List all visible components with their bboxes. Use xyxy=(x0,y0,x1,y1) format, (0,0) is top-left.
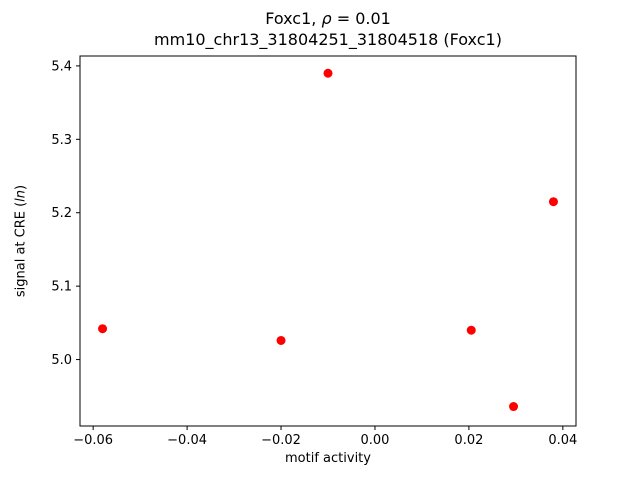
x-tick-label: 0.00 xyxy=(360,433,389,448)
y-tick-label: 5.3 xyxy=(51,133,72,148)
y-tick-label: 5.2 xyxy=(51,206,72,221)
x-axis-label: motif activity xyxy=(285,451,371,466)
title-text-prefix: Foxc1, xyxy=(265,9,322,28)
data-point xyxy=(98,324,108,334)
x-tick-label: 0.02 xyxy=(454,433,483,448)
y-axis-label-prefix: signal at CRE ( xyxy=(13,201,29,298)
y-axis-label: signal at CRE (ln) xyxy=(14,185,29,297)
data-point xyxy=(548,197,558,207)
x-tick-label: −0.04 xyxy=(167,433,207,448)
y-axis-label-italic: ln xyxy=(13,189,29,202)
data-point xyxy=(509,402,519,412)
title-text-suffix: = 0.01 xyxy=(331,9,391,28)
y-tick-label: 5.0 xyxy=(51,353,72,368)
chart-subtitle: mm10_chr13_31804251_31804518 (Foxc1) xyxy=(154,30,502,49)
x-tick-label: 0.04 xyxy=(548,433,577,448)
chart-title-line1: Foxc1, ρ = 0.01 xyxy=(80,8,576,29)
y-tick-label: 5.4 xyxy=(51,59,72,74)
title-rho-symbol: ρ xyxy=(321,9,332,28)
y-axis-label-suffix: ) xyxy=(13,184,29,190)
x-tick-label: −0.06 xyxy=(73,433,113,448)
data-point xyxy=(276,335,286,345)
x-tick-label: −0.02 xyxy=(261,433,301,448)
chart-title: Foxc1, ρ = 0.01 mm10_chr13_31804251_3180… xyxy=(80,8,576,50)
data-point xyxy=(466,325,476,335)
y-tick-label: 5.1 xyxy=(51,280,72,295)
axes-box xyxy=(79,55,577,427)
data-point xyxy=(323,68,333,78)
